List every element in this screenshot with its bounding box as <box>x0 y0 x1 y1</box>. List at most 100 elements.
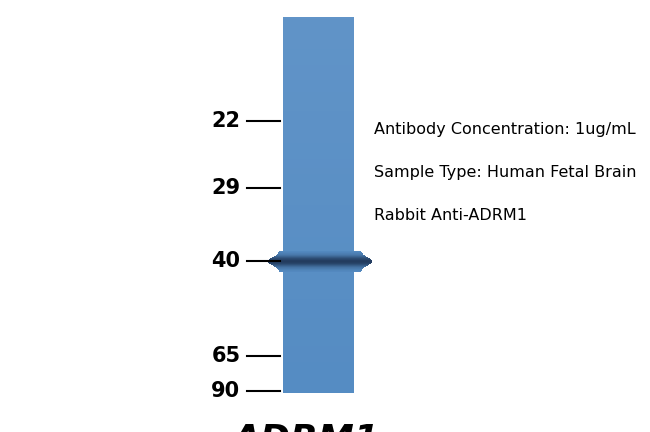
Bar <box>283 169 354 170</box>
Bar <box>283 215 354 216</box>
Bar <box>283 64 354 65</box>
Bar <box>283 115 354 116</box>
Bar <box>283 219 354 220</box>
Bar <box>283 226 354 228</box>
Bar <box>283 57 354 59</box>
Bar <box>283 67 354 69</box>
Bar <box>283 300 354 302</box>
Bar <box>283 176 354 178</box>
Bar <box>283 166 354 168</box>
Bar <box>283 292 354 293</box>
Bar <box>283 40 354 41</box>
Bar <box>283 31 354 32</box>
Bar <box>283 319 354 321</box>
Bar <box>283 356 354 357</box>
Bar <box>283 234 354 235</box>
Bar <box>283 359 354 361</box>
Bar <box>283 288 354 289</box>
Bar <box>283 26 354 27</box>
Bar <box>283 19 354 20</box>
Bar <box>283 353 354 354</box>
Bar <box>283 303 354 304</box>
Bar <box>283 289 354 290</box>
Bar <box>283 337 354 338</box>
Bar <box>283 386 354 387</box>
Bar <box>283 216 354 218</box>
Bar <box>283 267 354 268</box>
Bar <box>283 49 354 50</box>
Bar <box>283 164 354 165</box>
Bar <box>283 195 354 197</box>
Bar <box>283 20 354 21</box>
Bar <box>283 251 354 253</box>
Text: 40: 40 <box>211 251 240 271</box>
Bar <box>283 387 354 388</box>
Bar <box>283 220 354 222</box>
Bar <box>283 62 354 64</box>
Bar <box>283 190 354 191</box>
Bar <box>283 133 354 134</box>
Bar <box>283 158 354 159</box>
Bar <box>283 262 354 263</box>
Bar <box>283 184 354 185</box>
Bar <box>283 34 354 35</box>
Bar <box>283 149 354 150</box>
Bar <box>283 209 354 210</box>
Bar <box>283 106 354 108</box>
Bar <box>283 305 354 307</box>
Bar <box>283 37 354 38</box>
Bar <box>283 150 354 151</box>
Bar <box>283 179 354 180</box>
Bar <box>283 69 354 70</box>
Bar <box>283 175 354 176</box>
Bar <box>283 283 354 284</box>
Bar <box>283 38 354 40</box>
Bar <box>283 381 354 382</box>
Bar <box>283 384 354 386</box>
Bar <box>283 201 354 203</box>
Bar <box>283 270 354 272</box>
Bar <box>283 119 354 120</box>
Bar <box>283 343 354 344</box>
Bar <box>283 140 354 141</box>
Bar <box>283 91 354 92</box>
Bar <box>283 290 354 292</box>
Bar <box>283 125 354 126</box>
Bar <box>283 180 354 181</box>
Bar <box>283 232 354 233</box>
Bar <box>283 152 354 154</box>
Bar <box>283 364 354 365</box>
Bar <box>283 200 354 201</box>
Bar <box>283 297 354 298</box>
Bar <box>283 151 354 152</box>
Bar <box>283 280 354 282</box>
Bar <box>283 222 354 223</box>
Bar <box>283 204 354 205</box>
Bar <box>283 24 354 25</box>
Bar <box>283 302 354 303</box>
Bar <box>283 102 354 104</box>
Bar <box>283 54 354 55</box>
Bar <box>283 210 354 212</box>
Text: 65: 65 <box>211 346 240 366</box>
Bar <box>283 273 354 274</box>
Bar <box>283 367 354 368</box>
Bar <box>283 90 354 91</box>
Bar <box>283 148 354 149</box>
Bar <box>283 379 354 381</box>
Bar <box>283 187 354 189</box>
Bar <box>283 383 354 384</box>
Bar <box>283 198 354 199</box>
Bar <box>283 174 354 175</box>
Bar <box>283 178 354 179</box>
Bar <box>283 134 354 135</box>
Bar <box>283 45 354 46</box>
Bar <box>283 295 354 297</box>
Bar <box>283 41 354 42</box>
Bar <box>283 361 354 362</box>
Bar <box>283 314 354 315</box>
Bar <box>283 372 354 373</box>
Bar <box>283 321 354 322</box>
Bar <box>283 131 354 133</box>
Bar <box>283 225 354 226</box>
